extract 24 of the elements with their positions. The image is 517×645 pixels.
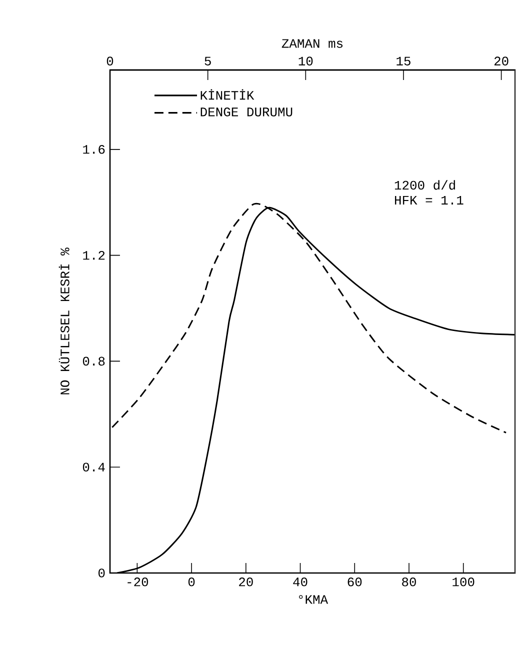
- y-axis-title: NO KÜTLESEL KESRİ %: [58, 248, 70, 394]
- legend-label: DENGE DURUMU: [200, 108, 292, 116]
- annotation: HFK = 1.1: [395, 196, 464, 204]
- x2-axis-title: ZAMAN ms: [282, 39, 343, 48]
- x2-tick-label: 15: [396, 56, 410, 66]
- x2-tick-label: 20: [494, 56, 508, 66]
- x2-tick-label: 5: [204, 56, 211, 66]
- annotation: 1200 d/d: [394, 180, 456, 190]
- x-tick-label: -20: [128, 578, 148, 586]
- x2-tick-label: 10: [298, 56, 313, 66]
- x2-tick-label: 0: [106, 56, 114, 66]
- x-tick-label: 20: [239, 578, 253, 586]
- legend-label: KİNETİK: [200, 89, 254, 100]
- x-tick-label: 60: [348, 578, 362, 586]
- x-tick-label: 40: [293, 578, 308, 586]
- y-tick-label: 0: [98, 568, 105, 578]
- y-tick-label: 0.8: [82, 356, 105, 366]
- y-tick-label: 1.6: [83, 145, 105, 154]
- x-tick-label: 0: [188, 578, 195, 586]
- x-tick-label: 80: [402, 578, 416, 586]
- x-axis-title: °KMA: [299, 595, 328, 604]
- y-tick-label: 0.4: [82, 462, 105, 472]
- y-tick-label: 1.2: [83, 250, 105, 260]
- x-tick-label: 100: [452, 578, 474, 586]
